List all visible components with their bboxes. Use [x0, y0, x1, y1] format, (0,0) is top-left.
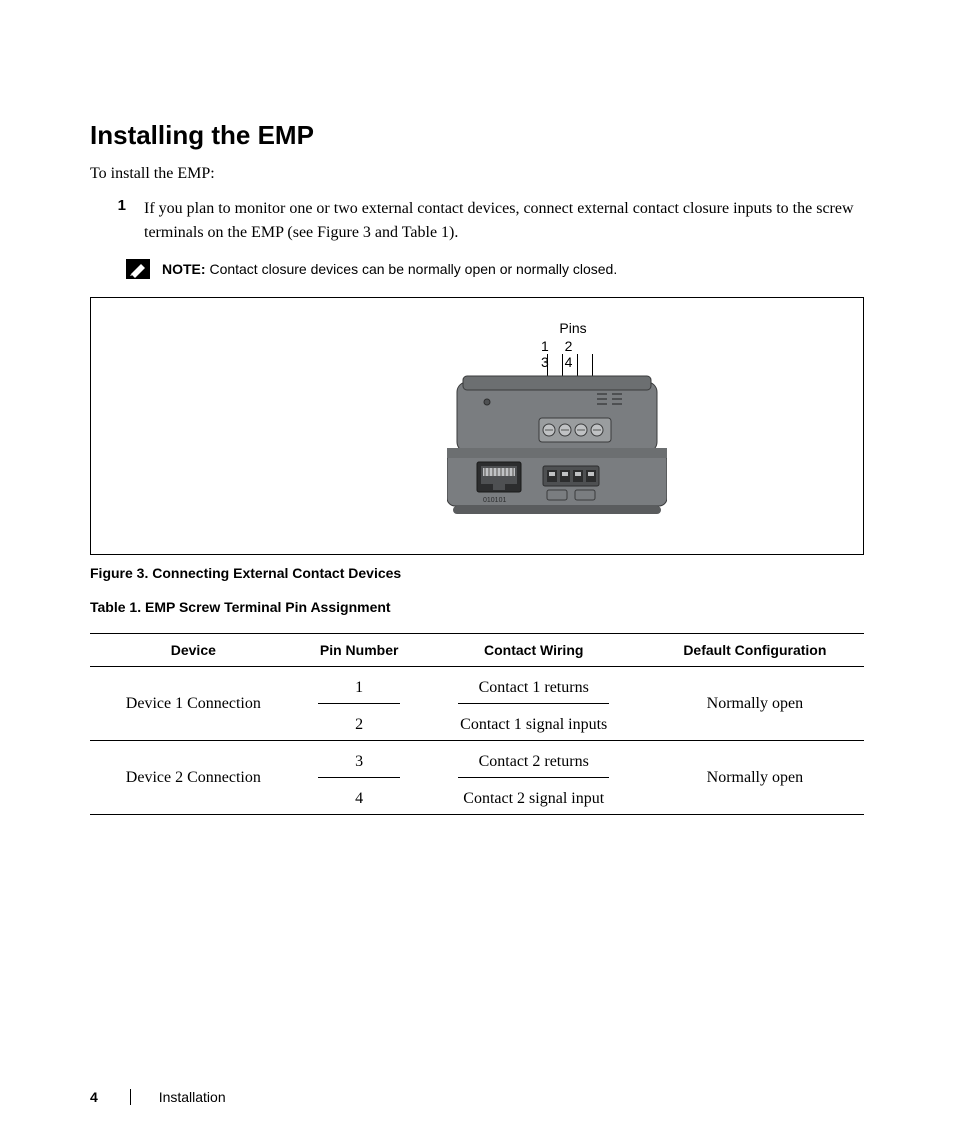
table-row: Device 1 Connection 1 Contact 1 returns …: [90, 667, 864, 711]
step-1: 1 If you plan to monitor one or two exte…: [90, 197, 864, 245]
page-heading: Installing the EMP: [90, 120, 864, 151]
th-pin: Pin Number: [297, 634, 422, 667]
pin-assignment-table: Device Pin Number Contact Wiring Default…: [90, 633, 864, 815]
page-number: 4: [90, 1089, 98, 1105]
th-default: Default Configuration: [646, 634, 864, 667]
cell-wiring: Contact 1 returns: [426, 673, 642, 703]
device-serial: 010101: [483, 497, 506, 504]
step-text: If you plan to monitor one or two extern…: [144, 197, 864, 245]
step-number: 1: [90, 197, 144, 245]
table-row: Device 2 Connection 3 Contact 2 returns …: [90, 741, 864, 785]
intro-text: To install the EMP:: [90, 165, 864, 183]
figure-3-box: Pins 1 2 3 4: [90, 297, 864, 555]
page-footer: 4 Installation: [90, 1089, 226, 1105]
note-body: Contact closure devices can be normally …: [206, 261, 618, 277]
emp-device-illustration: 010101: [447, 374, 667, 534]
cell-device: Device 2 Connection: [90, 741, 297, 815]
cell-wiring: Contact 1 signal inputs: [422, 710, 646, 741]
cell-pin: 1: [301, 673, 418, 703]
cell-default: Normally open: [646, 667, 864, 741]
note-icon: [126, 259, 150, 279]
pins-label: Pins: [543, 320, 603, 336]
cell-wiring: Contact 2 signal input: [422, 784, 646, 815]
table-caption: Table 1. EMP Screw Terminal Pin Assignme…: [90, 599, 864, 615]
note-label: NOTE:: [162, 261, 206, 277]
th-device: Device: [90, 634, 297, 667]
cell-pin: 4: [297, 784, 422, 815]
table-header-row: Device Pin Number Contact Wiring Default…: [90, 634, 864, 667]
footer-section: Installation: [130, 1089, 226, 1105]
note-row: NOTE: Contact closure devices can be nor…: [126, 259, 864, 279]
figure-caption: Figure 3. Connecting External Contact De…: [90, 565, 864, 581]
cell-pin: 2: [297, 710, 422, 741]
cell-device: Device 1 Connection: [90, 667, 297, 741]
note-text: NOTE: Contact closure devices can be nor…: [162, 261, 617, 277]
cell-wiring: Contact 2 returns: [426, 747, 642, 777]
cell-default: Normally open: [646, 741, 864, 815]
th-wiring: Contact Wiring: [422, 634, 646, 667]
cell-pin: 3: [301, 747, 418, 777]
